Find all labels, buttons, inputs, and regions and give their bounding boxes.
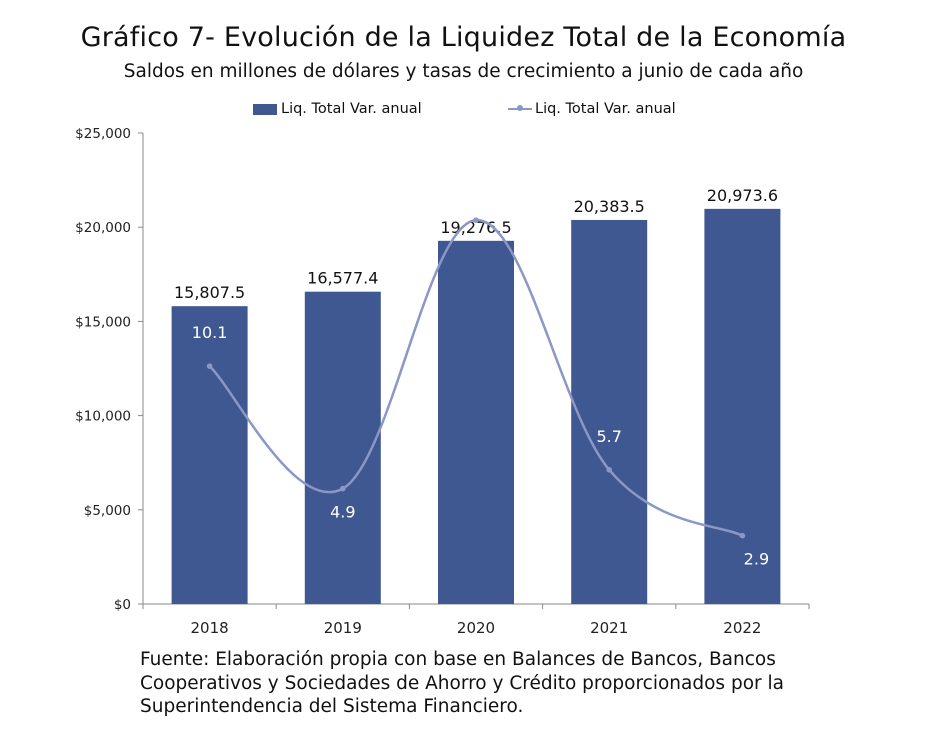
bar-value-label: 20,383.5	[574, 197, 645, 216]
bar	[171, 306, 248, 604]
chart-legend: Liq. Total Var. anual Liq. Total Var. an…	[0, 101, 927, 123]
legend-bar-swatch	[253, 103, 277, 115]
source-note: Fuente: Elaboración propia con base en B…	[140, 649, 784, 717]
growth-value-label: 16.3	[458, 177, 494, 196]
y-tick-label: $20,000	[75, 220, 131, 236]
bar	[571, 219, 648, 604]
legend-item-bars: Liq. Total Var. anual	[253, 101, 422, 117]
legend-item-line: Liq. Total Var. anual	[508, 101, 676, 117]
growth-point	[739, 532, 746, 539]
x-tick-label: 2021	[590, 619, 628, 637]
growth-point	[473, 217, 479, 223]
bar	[438, 240, 514, 604]
x-tick-label: 2019	[324, 619, 362, 637]
bar-value-label: 15,807.5	[174, 283, 245, 302]
x-tick-label: 2020	[457, 619, 495, 637]
x-tick-label: 2018	[191, 619, 229, 637]
bar	[704, 208, 781, 605]
bar-value-label: 16,577.4	[307, 269, 378, 288]
chart-title: Gráfico 7- Evolución de la Liquidez Tota…	[80, 22, 847, 53]
growth-value-label: 2.9	[744, 550, 769, 569]
legend-line-label: Liq. Total Var. anual	[535, 101, 676, 117]
y-tick-label: $25,000	[75, 126, 131, 142]
y-tick-label: $15,000	[75, 314, 131, 330]
y-tick-label: $10,000	[75, 409, 131, 425]
growth-value-label: 5.7	[596, 427, 621, 446]
legend-line-swatch	[508, 105, 532, 111]
bar-value-label: 20,973.6	[707, 186, 778, 205]
growth-line	[208, 218, 743, 537]
chart-subtitle: Saldos en millones de dólares y tasas de…	[123, 61, 804, 82]
growth-point	[606, 466, 612, 473]
growth-point	[206, 363, 213, 369]
growth-value-label: 4.9	[330, 503, 355, 522]
growth-point	[340, 485, 346, 492]
y-tick-label: $5,000	[84, 503, 131, 519]
bar	[304, 291, 381, 604]
legend-bar-label: Liq. Total Var. anual	[281, 101, 422, 117]
x-tick-label: 2022	[723, 619, 761, 637]
y-tick-label: $0	[114, 597, 131, 613]
growth-value-label: 10.1	[192, 323, 228, 342]
